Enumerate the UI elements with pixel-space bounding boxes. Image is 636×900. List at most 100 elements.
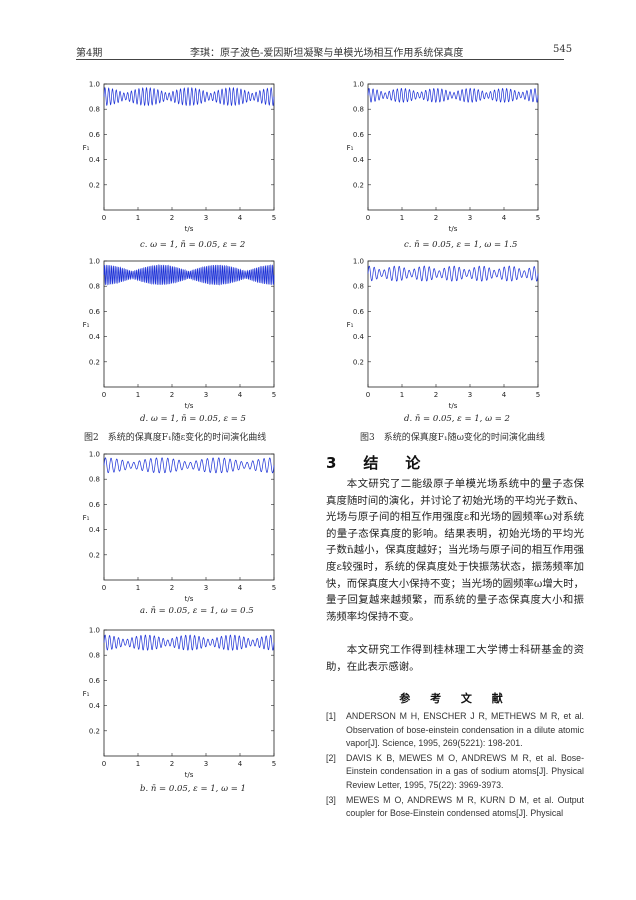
x-axis-label: t/s [449,225,458,233]
reference-list: [1] ANDERSON M H, ENSCHER J R, METHEWS M… [326,710,584,822]
plot-fig3-c: 0.2 0.4 0.6 0.8 1.0 0 1 2 3 4 5 t/s F₁ [347,81,541,234]
caption-fig3-b: b. n̄ = 0.05, ε = 1, ω = 1 [140,784,246,794]
x-tick-label: 1 [400,391,404,399]
caption-fig3-d: d. n̄ = 0.05, ε = 1, ω = 2 [404,414,510,424]
y-tick-label: 0.2 [89,181,100,189]
y-tick-label: 1.0 [89,627,100,635]
x-tick-label: 2 [170,584,174,592]
y-tick-label: 0.6 [89,131,101,139]
fidelity-curve [103,634,275,651]
plot-frame [103,83,275,211]
fidelity-curve [367,265,539,282]
plot-fig3-d: 0.2 0.4 0.6 0.8 1.0 0 1 2 3 4 5 t/s F₁ [347,258,541,411]
caption-fig3-a: a. n̄ = 0.05, ε = 1, ω = 0.5 [140,606,254,616]
y-tick-label: 0.8 [89,283,100,291]
x-tick-label: 3 [204,760,208,768]
x-tick-label: 3 [468,214,472,222]
x-tick-label: 5 [272,584,276,592]
running-title: 李琪：原子波色-爱因斯坦凝聚与单模光场相互作用系统保真度 [190,48,464,59]
plot-frame [367,83,539,211]
x-tick-label: 5 [536,214,540,222]
y-tick-label: 0.2 [353,358,364,366]
x-tick-label: 0 [102,214,106,222]
x-tick-label: 1 [136,214,140,222]
caption-fig2-c: c. ω = 1, n̄ = 0.05, ε = 2 [140,240,246,250]
x-tick-label: 5 [536,391,540,399]
issue-number: 第4期 [76,48,103,59]
x-tick-label: 0 [102,584,106,592]
y-tick-label: 0.4 [89,333,101,341]
fidelity-curve [103,457,275,474]
x-tick-label: 4 [238,391,243,399]
x-tick-label: 0 [102,391,106,399]
y-tick-label: 0.2 [353,181,364,189]
plot-fig2-c: 0.2 0.4 0.6 0.8 1.0 0 1 2 3 4 5 t/s F₁ [83,81,277,234]
x-tick-label: 1 [136,391,140,399]
y-tick-label: 0.4 [89,702,101,710]
header-rule [76,59,564,60]
plot-fig3-b: 0.2 0.4 0.6 0.8 1.0 0 1 2 3 4 5 t/s F₁ [83,627,277,780]
x-tick-label: 2 [170,760,174,768]
y-tick-label: 1.0 [353,258,364,266]
reference-text: ANDERSON M H, ENSCHER J R, METHEWS M R, … [346,711,584,749]
x-tick-label: 0 [366,391,370,399]
y-tick-label: 0.8 [353,106,364,114]
x-tick-label: 2 [434,391,438,399]
x-axis-label: t/s [185,402,194,410]
x-tick-label: 1 [136,584,140,592]
y-axis-label: F₁ [83,514,90,522]
y-tick-label: 1.0 [89,81,100,89]
x-tick-label: 3 [204,584,208,592]
y-tick-label: 0.8 [89,652,100,660]
x-tick-label: 4 [502,391,507,399]
x-axis-label: t/s [449,402,458,410]
x-axis-label: t/s [185,225,194,233]
fidelity-curve [367,87,539,103]
x-tick-label: 4 [502,214,507,222]
plot-frame [367,260,539,388]
reference-item: [3] MEWES M O, ANDREWS M R, KURN D M, et… [326,794,584,821]
x-tick-label: 4 [238,214,243,222]
y-tick-label: 0.4 [89,526,101,534]
y-tick-label: 0.6 [89,501,101,509]
x-tick-label: 1 [400,214,404,222]
x-tick-label: 4 [238,584,243,592]
references-title: 参 考 文 献 [399,692,511,705]
x-tick-label: 2 [170,214,174,222]
reference-number: [2] [326,752,336,763]
y-tick-label: 1.0 [353,81,364,89]
y-tick-label: 0.4 [89,156,101,164]
y-tick-label: 1.0 [89,451,100,459]
y-axis-label: F₁ [347,144,354,152]
x-tick-label: 3 [204,214,208,222]
reference-item: [1] ANDERSON M H, ENSCHER J R, METHEWS M… [326,710,584,751]
reference-number: [1] [326,711,336,721]
y-tick-label: 0.8 [353,283,364,291]
plot-frame [103,260,275,388]
x-tick-label: 2 [170,391,174,399]
y-tick-label: 1.0 [89,258,100,266]
page-number: 545 [553,44,573,55]
caption-fig3-c: c. n̄ = 0.05, ε = 1, ω = 1.5 [404,240,518,250]
y-tick-label: 0.6 [89,308,101,316]
y-tick-label: 0.4 [353,156,365,164]
y-tick-label: 0.8 [89,106,100,114]
x-axis-label: t/s [185,595,194,603]
y-axis-label: F₁ [83,321,90,329]
x-tick-label: 5 [272,391,276,399]
x-tick-label: 0 [366,214,370,222]
x-tick-label: 3 [204,391,208,399]
fidelity-curve [103,263,275,286]
y-tick-label: 0.2 [89,358,100,366]
x-tick-label: 1 [136,760,140,768]
y-tick-label: 0.6 [89,677,101,685]
acknowledgement-paragraph: 本文研究工作得到桂林理工大学博士科研基金的资助，在此表示感谢。 [326,644,584,673]
x-tick-label: 3 [468,391,472,399]
reference-text: MEWES M O, ANDREWS M R, KURN D M, et al.… [346,794,584,819]
plot-frame [103,629,275,757]
x-tick-label: 2 [434,214,438,222]
fidelity-curve [103,86,275,107]
x-tick-label: 4 [238,760,243,768]
figure-3-caption: 图3 系统的保真度F₁随ω变化的时间演化曲线 [360,433,545,443]
reference-item: [2] DAVIS K B, MEWES M O, ANDREWS M R, e… [326,752,584,793]
